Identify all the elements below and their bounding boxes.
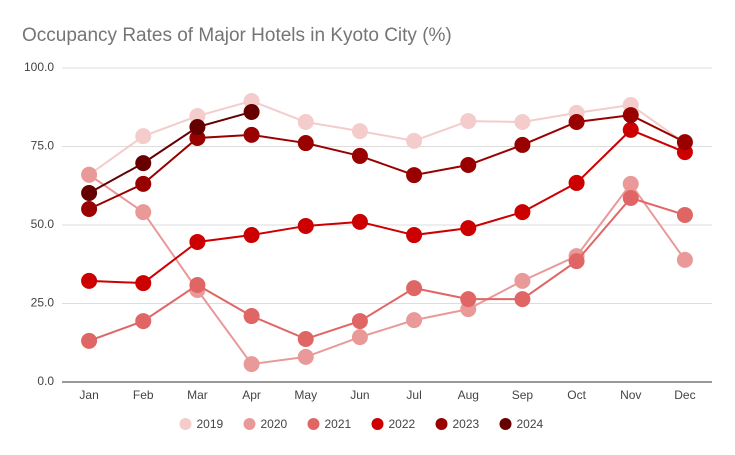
legend-label: 2020 [261,417,288,431]
data-point [189,119,206,136]
data-point [514,136,531,153]
data-point [676,251,693,268]
data-point [189,108,206,125]
data-point [406,227,423,244]
x-tick-label: Dec [674,388,695,402]
data-point [351,313,368,330]
data-point [514,272,531,289]
legend-swatch [371,418,384,430]
data-point [351,123,368,140]
x-tick-label: Apr [242,388,261,402]
data-point [676,206,693,223]
data-point [460,113,477,130]
data-point [460,291,477,308]
data-point [568,114,585,131]
data-point [351,147,368,164]
series-line [89,128,686,285]
data-point [189,130,206,147]
legend-label: 2021 [325,417,352,431]
data-point [622,175,639,192]
data-point [460,220,477,237]
legend-swatch [435,418,448,430]
legend-label: 2024 [517,417,544,431]
series-line [88,114,686,210]
data-point [135,204,152,221]
legend-label: 2019 [197,417,224,431]
data-point [297,114,314,131]
data-point [243,227,260,244]
legend-swatch [179,418,192,430]
x-tick-label: Jan [79,388,98,402]
data-point [81,332,98,349]
data-point [297,135,314,152]
y-tick-label: 25.0 [31,296,55,310]
data-point [243,356,260,373]
legend-swatch [307,418,320,430]
x-tick-label: Feb [133,388,154,402]
data-point [622,121,639,138]
legend-swatch [499,418,512,430]
data-point [243,92,260,109]
data-point [135,275,152,292]
data-point [568,253,585,270]
data-point [406,132,423,149]
data-point [676,134,693,151]
y-tick-label: 100.0 [24,60,54,74]
data-point [514,114,531,131]
data-point [406,312,423,329]
data-point [514,204,531,221]
data-point [568,174,585,191]
x-tick-label: Aug [458,388,479,402]
y-tick-label: 50.0 [31,217,55,231]
data-point [622,107,639,124]
data-point [351,213,368,230]
data-point [81,184,98,201]
data-point [135,155,152,172]
legend-label: 2023 [453,417,480,431]
series-line [88,110,252,194]
data-point [297,348,314,365]
data-point [622,189,639,206]
chart-title: Occupancy Rates of Major Hotels in Kyoto… [22,25,452,46]
data-point [243,308,260,325]
x-tick-label: Sep [512,388,534,402]
x-tick-label: May [294,388,317,402]
x-tick-label: Mar [187,388,208,402]
y-tick-label: 0.0 [37,374,54,388]
series-line [88,196,686,342]
data-point [189,233,206,250]
data-point [81,200,98,217]
series-line [88,173,686,366]
x-tick-label: Jul [406,388,421,402]
data-point [351,329,368,346]
data-point [406,167,423,184]
data-point [243,126,260,143]
x-tick-label: Jun [350,388,369,402]
series-line [88,99,686,176]
data-point [135,128,152,145]
data-point [514,291,531,308]
data-point [297,330,314,347]
x-tick-label: Oct [567,388,586,402]
data-point [81,166,98,183]
data-point [189,276,206,293]
data-point [243,103,260,120]
y-tick-label: 75.0 [31,139,55,153]
data-point [460,157,477,174]
data-point [135,175,152,192]
data-point [135,313,152,330]
data-point [297,217,314,234]
legend-label: 2022 [389,417,416,431]
legend-swatch [243,418,256,430]
x-tick-label: Nov [620,388,641,402]
data-point [406,280,423,297]
data-point [81,272,98,289]
